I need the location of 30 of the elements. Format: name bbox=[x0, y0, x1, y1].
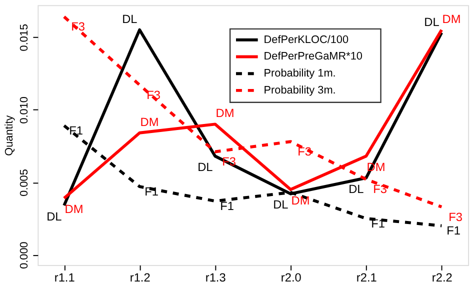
legend-label: DefPerPreGaMR*10 bbox=[264, 50, 362, 63]
x-tick-label: r2.1 bbox=[356, 270, 378, 284]
annotation: F1 bbox=[446, 224, 461, 238]
annotation: DL bbox=[273, 198, 289, 212]
y-tick-label: 0.000 bbox=[18, 242, 30, 269]
annotation: F1 bbox=[220, 199, 234, 214]
x-tick-label: r1.2 bbox=[130, 270, 150, 284]
x-tick-label: r2.0 bbox=[280, 270, 302, 284]
annotation: DM bbox=[140, 114, 159, 129]
annotation: F3 bbox=[448, 210, 463, 224]
legend-label: DefPerKLOC/100 bbox=[264, 34, 349, 46]
y-tick-label: 0.015 bbox=[18, 24, 30, 52]
annotation: DL bbox=[122, 12, 138, 26]
y-axis-title: Quantity bbox=[3, 114, 16, 156]
x-tick-label: r1.3 bbox=[205, 270, 226, 284]
legend-label: Probability 3m. bbox=[264, 84, 336, 96]
annotation: DL bbox=[348, 182, 364, 196]
y-tick-label: 0.010 bbox=[18, 96, 30, 124]
annotation: DM bbox=[64, 202, 84, 216]
annotation: DL bbox=[46, 209, 62, 224]
annotation: DL bbox=[198, 160, 214, 174]
annotation: DL bbox=[424, 14, 440, 29]
y-tick-label: 0.005 bbox=[18, 169, 30, 196]
annotation: F1 bbox=[69, 124, 84, 138]
legend-label: Probability 1m. bbox=[264, 68, 336, 80]
x-tick-label: r2.2 bbox=[432, 270, 452, 284]
x-tick-label: r1.1 bbox=[54, 270, 76, 284]
annotation: DM bbox=[442, 12, 461, 26]
annotation: DM bbox=[216, 106, 234, 120]
annotation: DM bbox=[291, 193, 310, 208]
